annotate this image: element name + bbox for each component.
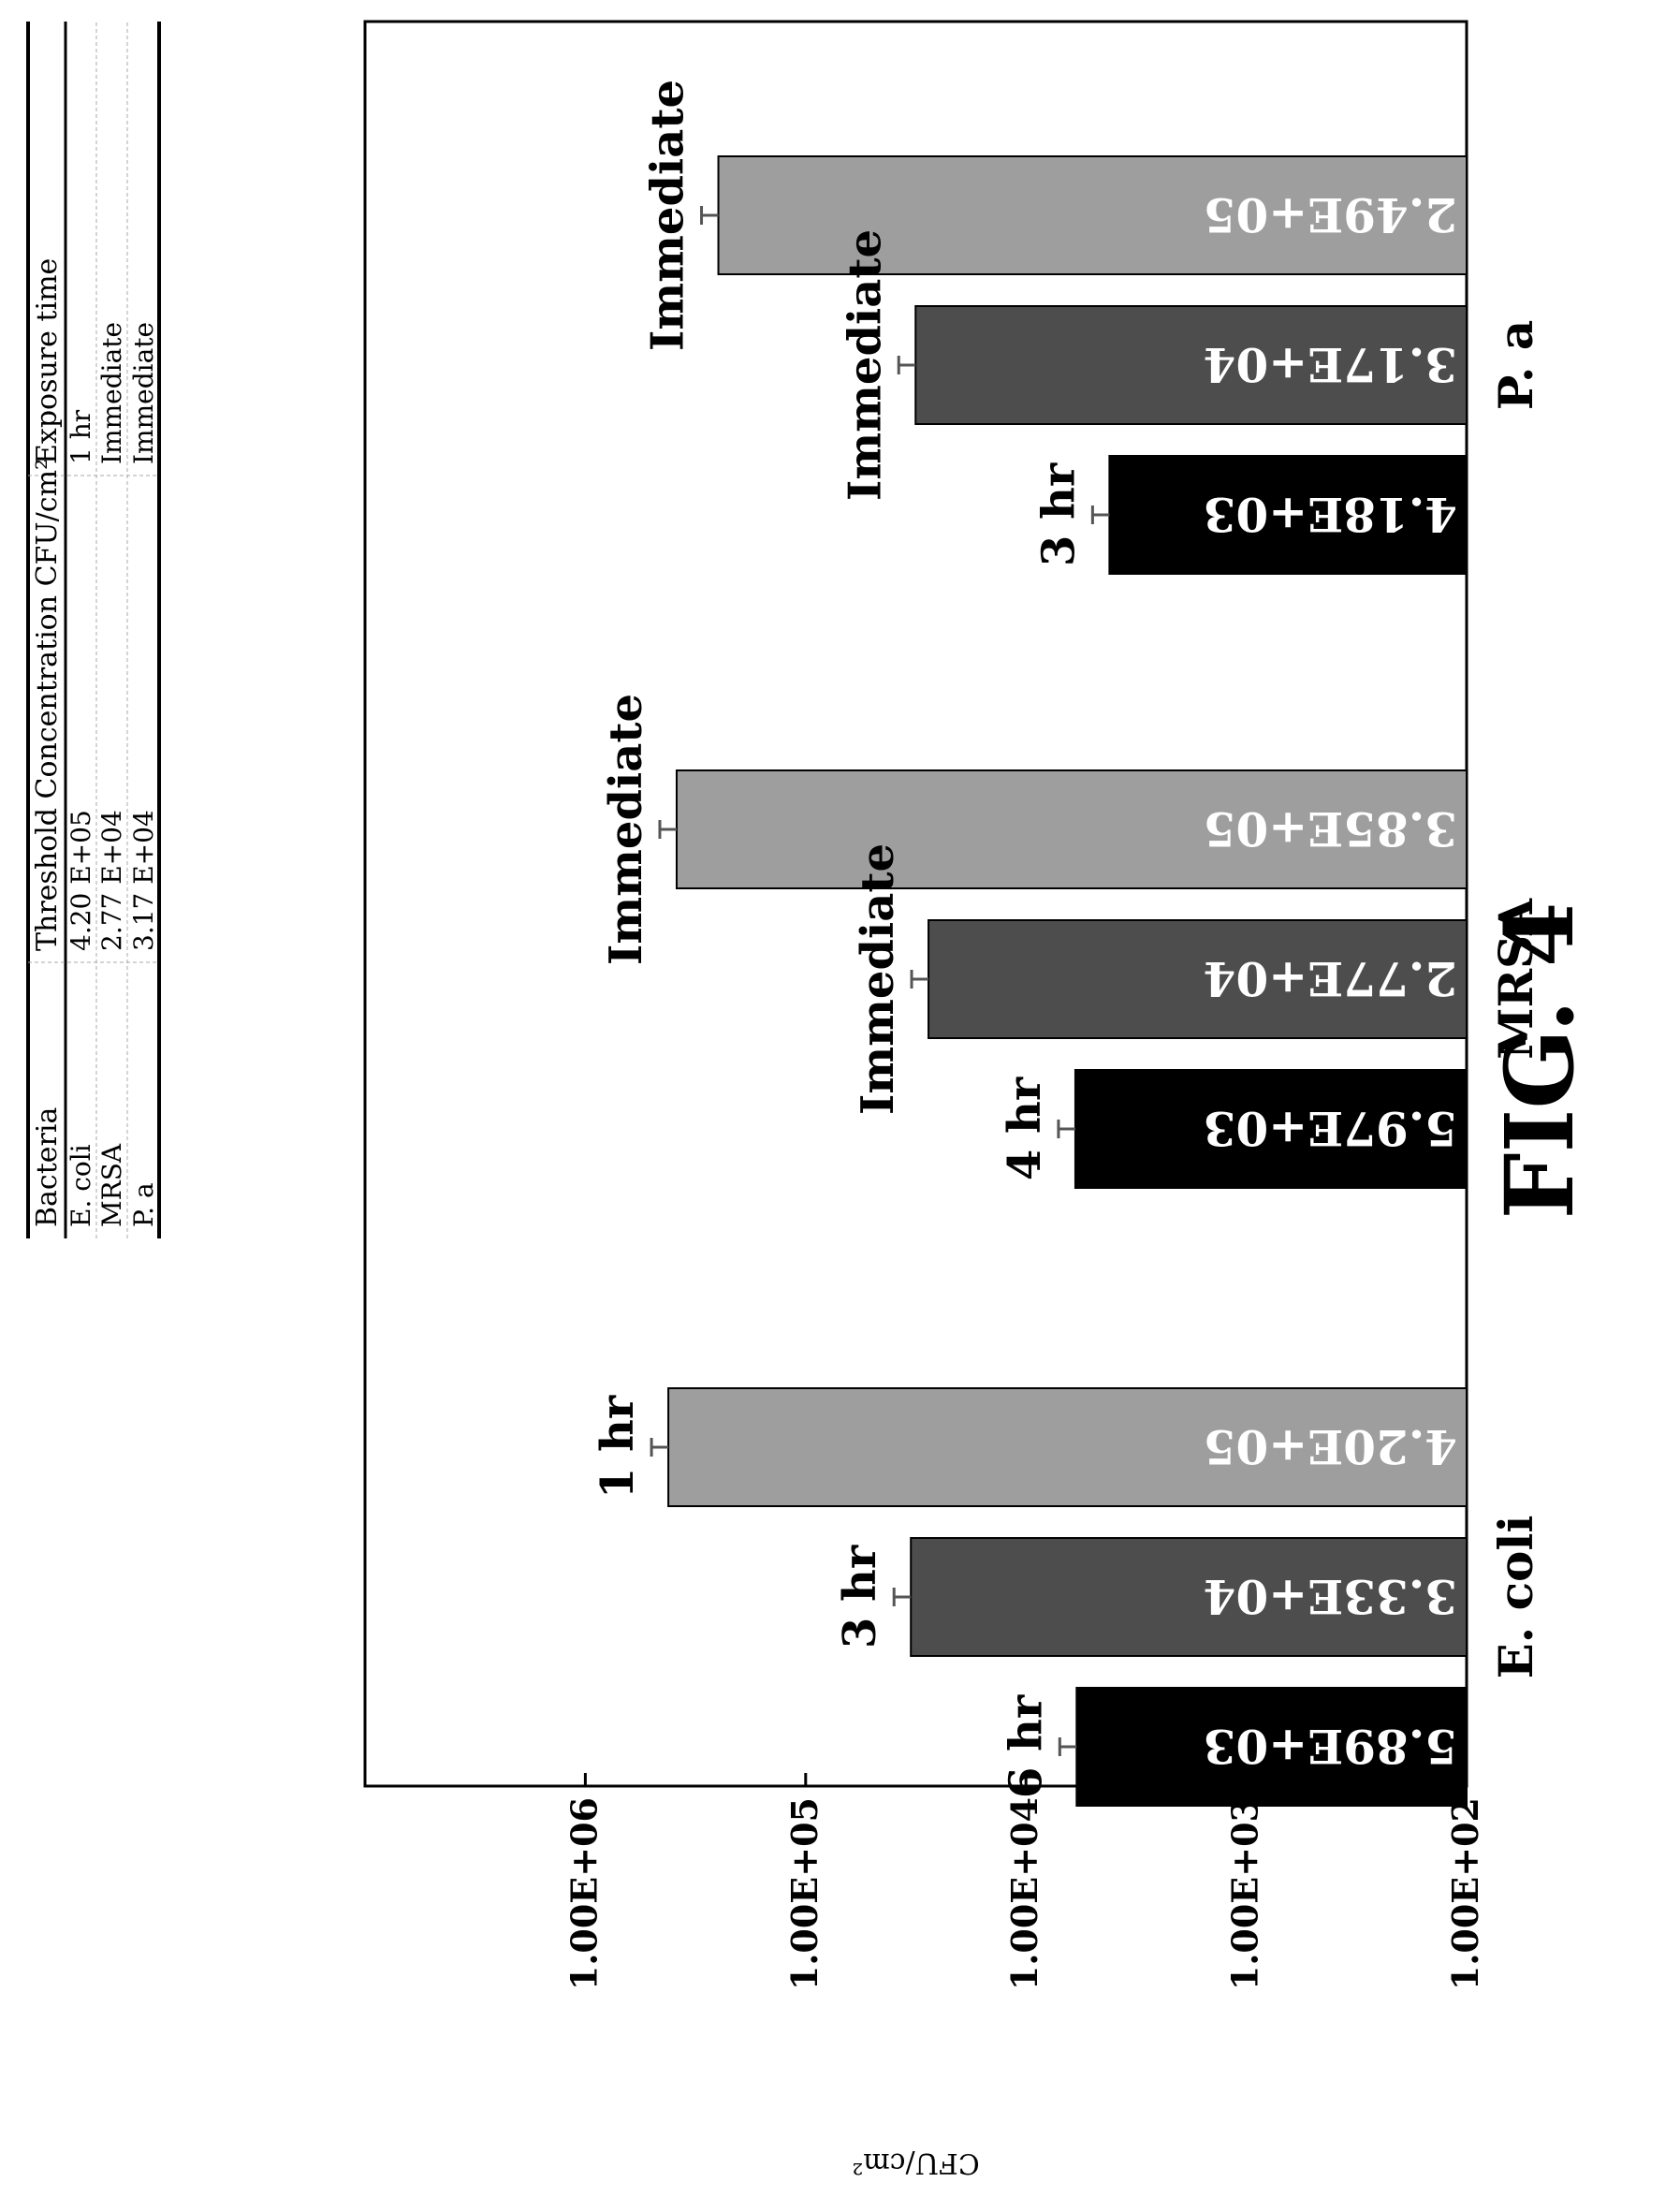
y-tick-label: 1.00E+02 — [1444, 1797, 1486, 1990]
exposure-time-label: Immediate — [600, 694, 652, 965]
bar-value-label: 3.85E+05 — [1204, 801, 1457, 857]
table-cell: 2.77 E+04 — [96, 810, 127, 951]
table-cell: 3.17 E+04 — [128, 810, 159, 951]
exposure-time-label: 6 hr — [1000, 1694, 1052, 1798]
plot-frame — [363, 20, 1468, 1788]
bar-value-label: 4.18E+03 — [1204, 487, 1457, 542]
bars-layer — [650, 155, 1468, 1807]
figure-label: FIG. 4 — [1484, 902, 1595, 1220]
table-cell: P. a — [128, 1182, 159, 1227]
table-cell: 1 hr — [66, 409, 96, 464]
bar-value-label: 3.17E+04 — [1204, 337, 1457, 392]
y-tick-label: 1.00E+06 — [562, 1797, 605, 1990]
y-tick-label: 1.00E+04 — [1003, 1797, 1045, 1990]
category-label: P. a — [1488, 320, 1543, 411]
table-cell: E. coli — [66, 1144, 96, 1227]
bar-value-label: 5.97E+03 — [1204, 1101, 1457, 1156]
bar-value-label: 3.33E+04 — [1204, 1569, 1457, 1624]
exposure-time-label: 3 hr — [1032, 462, 1085, 566]
exposure-time-label: Immediate — [839, 229, 891, 501]
table-header-cell: Threshold Concentration CFU/cm² — [31, 459, 64, 951]
table-header-cell: Bacteria — [31, 1107, 64, 1227]
exposure-time-label: Immediate — [852, 843, 904, 1115]
bar-value-label: 5.89E+03 — [1204, 1719, 1457, 1774]
exposure-time-label: 4 hr — [999, 1077, 1051, 1180]
bar-value-label: 2.49E+05 — [1204, 187, 1457, 242]
bar-value-label: 2.77E+04 — [1204, 951, 1457, 1006]
table-cell: Immediate — [96, 322, 127, 464]
table-cell: Immediate — [128, 322, 159, 464]
bar-value-label: 4.20E+05 — [1204, 1419, 1457, 1474]
category-label: MRSA — [1488, 898, 1543, 1060]
exposure-time-label: 3 hr — [834, 1545, 886, 1648]
exposure-time-label: 1 hr — [592, 1395, 644, 1499]
table-header-cell: Exposure time — [31, 258, 64, 464]
table-cell: 4.20 E+05 — [66, 810, 96, 951]
category-label: E. coli — [1488, 1516, 1543, 1679]
exposure-time-label: Immediate — [642, 80, 694, 351]
labels-layer: 5.89E+03 6 hr 3.33E+04 3 hr 4.20E+05 1 hr E. c… — [592, 80, 1543, 1798]
axes-layer: 1.00E+02 1.00E+03 1.00E+04 1.00E+05 1.00E+06… — [363, 20, 1486, 2179]
y-tick-label: 1.00E+05 — [783, 1797, 825, 1990]
table-cell: MRSA — [96, 1143, 127, 1227]
y-tick-label: 1.00E+03 — [1224, 1797, 1266, 1990]
y-axis-label: CFU/cm² — [852, 2146, 979, 2179]
